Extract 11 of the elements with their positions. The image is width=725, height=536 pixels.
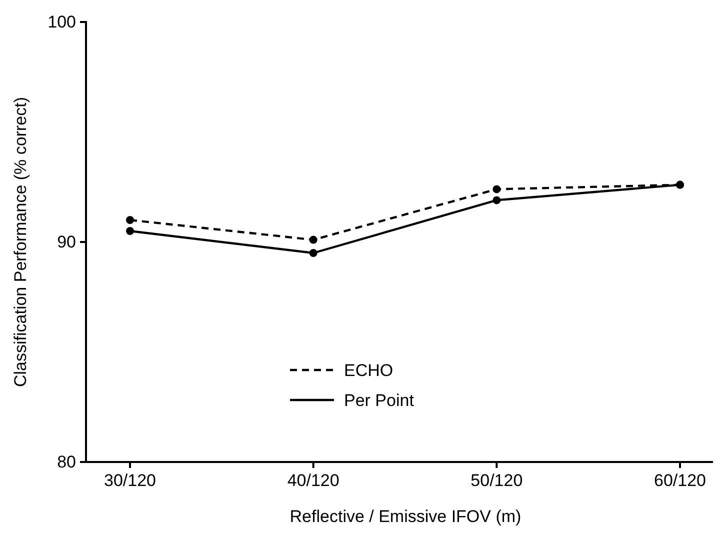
x-tick-label: 30/120 bbox=[104, 471, 156, 490]
x-tick-label: 60/120 bbox=[654, 471, 706, 490]
y-tick-label: 90 bbox=[57, 232, 76, 252]
y-tick-label: 80 bbox=[57, 452, 76, 472]
legend-label: Per Point bbox=[344, 391, 414, 410]
x-axis-title: Reflective / Emissive IFOV (m) bbox=[290, 507, 522, 526]
y-tick-label: 100 bbox=[48, 12, 76, 32]
y-axis-title: Classification Performance (% correct) bbox=[11, 96, 30, 388]
x-tick-label: 40/120 bbox=[287, 471, 340, 490]
legend-label: ECHO bbox=[344, 361, 394, 380]
x-tick-label: 50/120 bbox=[470, 471, 523, 490]
